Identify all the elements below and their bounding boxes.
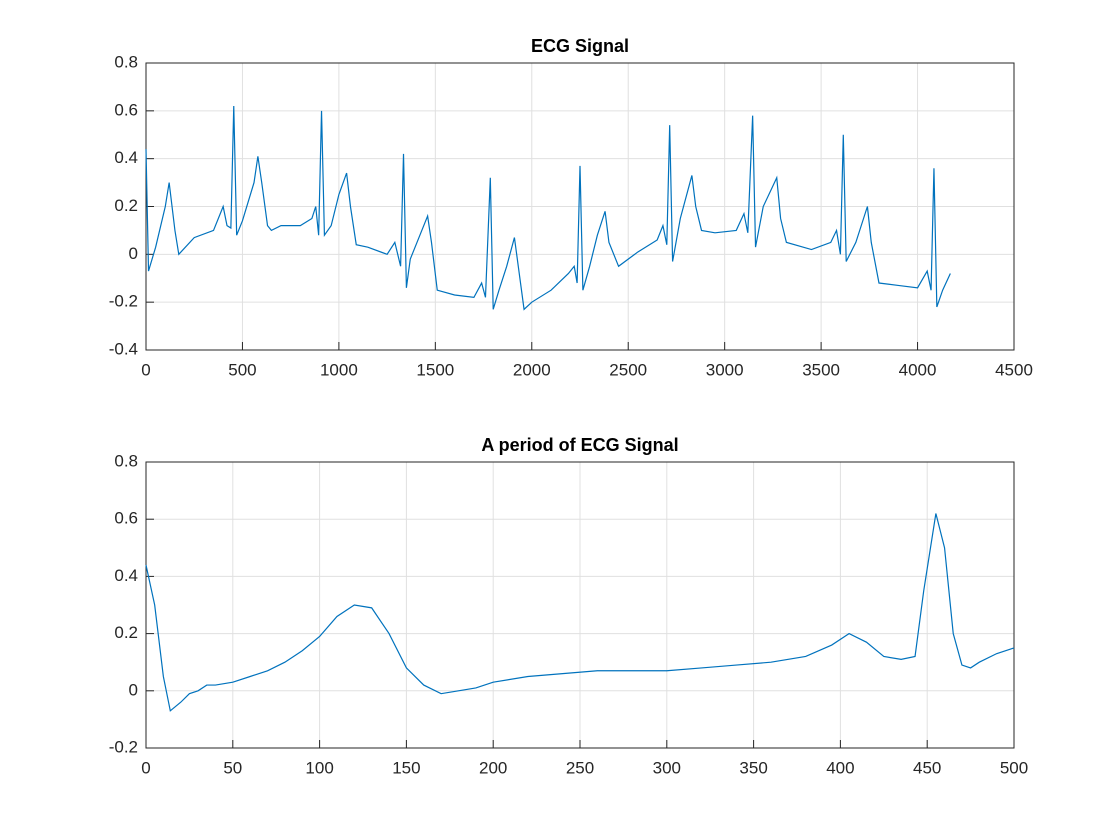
y-tick-label: -0.4 xyxy=(109,339,138,358)
axes-box xyxy=(145,461,1015,749)
y-tick-label: -0.2 xyxy=(109,737,138,756)
y-tick-label: 0.4 xyxy=(114,148,138,167)
x-tick-label: 300 xyxy=(653,758,681,777)
y-tick-label: 0.4 xyxy=(114,566,138,585)
y-tick-label: 0.6 xyxy=(114,100,138,119)
y-tick-label: 0 xyxy=(129,244,138,263)
chart-title: ECG Signal xyxy=(531,36,629,56)
y-tick-label: 0 xyxy=(129,680,138,699)
y-tick-label: 0.8 xyxy=(114,52,138,71)
x-tick-label: 4000 xyxy=(899,360,937,379)
x-tick-label: 3500 xyxy=(802,360,840,379)
y-tick-label: 0.2 xyxy=(114,196,138,215)
x-tick-label: 250 xyxy=(566,758,594,777)
x-tick-label: 100 xyxy=(305,758,333,777)
x-tick-label: 50 xyxy=(223,758,242,777)
chart-title: A period of ECG Signal xyxy=(481,435,678,455)
signal-line xyxy=(145,513,1015,712)
x-tick-label: 150 xyxy=(392,758,420,777)
x-tick-label: 450 xyxy=(913,758,941,777)
x-tick-label: 500 xyxy=(228,360,256,379)
x-tick-label: 4500 xyxy=(995,360,1033,379)
axes-box xyxy=(145,62,1015,351)
y-tick-label: 0.6 xyxy=(114,509,138,528)
y-tick-label: 0.8 xyxy=(114,451,138,470)
x-tick-label: 400 xyxy=(826,758,854,777)
x-tick-label: 200 xyxy=(479,758,507,777)
x-tick-label: 500 xyxy=(1000,758,1028,777)
x-tick-label: 0 xyxy=(141,758,150,777)
x-tick-label: 3000 xyxy=(706,360,744,379)
x-tick-label: 1500 xyxy=(416,360,454,379)
y-tick-label: 0.2 xyxy=(114,623,138,642)
x-tick-label: 350 xyxy=(739,758,767,777)
x-tick-label: 0 xyxy=(141,360,150,379)
x-tick-label: 1000 xyxy=(320,360,358,379)
signal-line xyxy=(145,106,951,311)
x-tick-label: 2500 xyxy=(609,360,647,379)
x-tick-label: 2000 xyxy=(513,360,551,379)
y-tick-label: -0.2 xyxy=(109,292,138,311)
